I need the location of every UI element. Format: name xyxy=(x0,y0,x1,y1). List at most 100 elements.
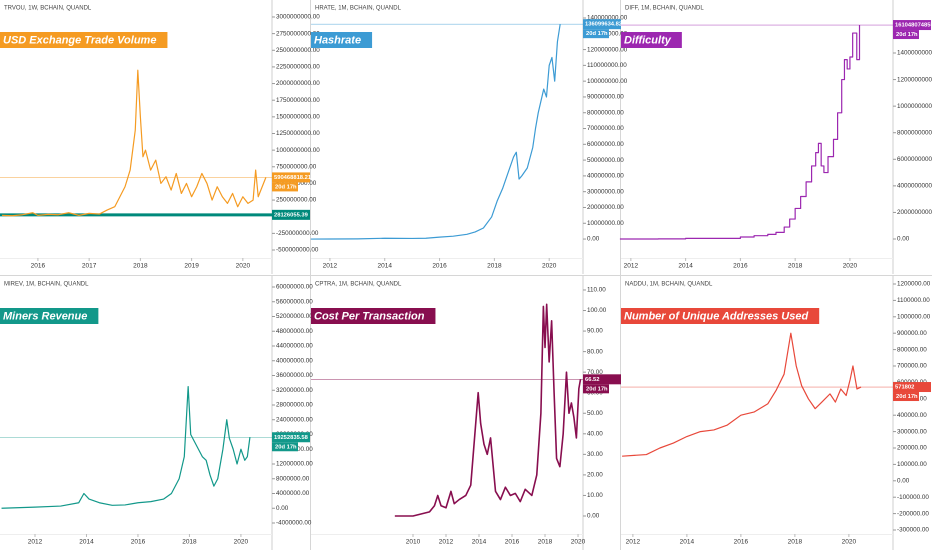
y-tick-label: -300000.00 xyxy=(897,527,929,534)
x-tick-label: 2016 xyxy=(734,539,749,546)
title-badge xyxy=(311,32,373,48)
x-tick-label: 2018 xyxy=(182,539,197,546)
y-tick-label: 400000.00 xyxy=(897,412,927,419)
y-tick-label: 60000000.00 xyxy=(276,284,313,291)
chart-panel: 110.00100.0090.0080.0070.0060.0050.0040.… xyxy=(311,276,621,550)
title-badge xyxy=(311,308,436,324)
x-tick-label: 2020 xyxy=(236,263,251,270)
y-tick-label: 70.00 xyxy=(587,369,603,376)
y-tick-label: 1000000000.00 xyxy=(276,147,320,154)
countdown-bg xyxy=(272,442,298,452)
data-line xyxy=(619,25,861,240)
y-tick-label: 40.00 xyxy=(587,430,603,437)
symbol-header: MIREV, 1M, BCHAIN, QUANDL xyxy=(4,282,89,288)
y-tick-label: 2000000000000.00 xyxy=(897,209,932,216)
x-tick-label: 2014 xyxy=(680,539,695,546)
y-tick-label: 0.00 xyxy=(897,236,910,243)
y-tick-label: 300000.00 xyxy=(897,428,927,435)
last-value-label-bg xyxy=(272,432,310,443)
x-tick-label: 2018 xyxy=(133,263,148,270)
x-tick-label: 2020 xyxy=(571,539,586,546)
x-tick-label: 2018 xyxy=(788,539,803,546)
symbol-header: HRATE, 1M, BCHAIN, QUANDL xyxy=(315,6,402,12)
x-tick-label: 2016 xyxy=(131,539,146,546)
title-badge xyxy=(621,32,682,48)
last-value-label-bg xyxy=(893,382,931,393)
y-tick-label: 8000000000000.00 xyxy=(897,129,932,136)
y-tick-label: 0.00 xyxy=(587,236,600,243)
hline-label-bg xyxy=(272,209,310,220)
countdown-label: 20d 17h xyxy=(586,386,608,392)
y-tick-label: 120000000.00 xyxy=(587,46,628,53)
x-tick-label: 2018 xyxy=(788,263,803,270)
y-tick-label: 70000000.00 xyxy=(587,125,624,132)
y-tick-label: -200000.00 xyxy=(897,510,929,517)
y-tick-label: 50000000.00 xyxy=(587,157,624,164)
countdown-bg xyxy=(893,30,919,40)
title-badge xyxy=(0,32,168,48)
y-tick-label: 12000000000000.00 xyxy=(897,76,932,83)
y-tick-label: 1000000.00 xyxy=(897,313,931,320)
y-tick-label: 32000000.00 xyxy=(276,387,313,394)
y-tick-label: 14000000000000.00 xyxy=(897,50,932,57)
y-tick-label: 56000000.00 xyxy=(276,298,313,305)
chart-panel: 14000000000000.00 12000000000000.00 100000… xyxy=(619,0,932,274)
countdown-label: 20d 17h xyxy=(896,32,918,38)
y-tick-label: 30.00 xyxy=(587,451,603,458)
y-tick-label: -4000000.00 xyxy=(276,520,312,527)
y-tick-label: 90.00 xyxy=(587,328,603,335)
y-tick-label: 8000000.00 xyxy=(276,475,310,482)
y-tick-label: 100.00 xyxy=(587,307,607,314)
countdown-bg xyxy=(583,384,609,394)
y-tick-label: 140000000.00 xyxy=(587,15,628,22)
x-tick-label: 2020 xyxy=(234,539,249,546)
y-tick-label: 80.00 xyxy=(587,348,603,355)
data-line xyxy=(2,69,267,217)
y-tick-label: 2250000000.00 xyxy=(276,64,320,71)
x-tick-label: 2016 xyxy=(432,263,447,270)
y-tick-label: 24000000.00 xyxy=(276,416,313,423)
x-tick-label: 2010 xyxy=(406,539,421,546)
symbol-header: TRVOU, 1W, BCHAIN, QUANDL xyxy=(4,6,92,12)
y-tick-label: 900000.00 xyxy=(897,330,927,337)
y-tick-label: -500000000.00 xyxy=(276,247,319,254)
y-tick-label: 100000.00 xyxy=(897,461,927,468)
last-value-label: 571802 xyxy=(895,385,914,391)
y-tick-label: 0.00 xyxy=(897,477,910,484)
y-tick-label: 12000000.00 xyxy=(276,461,313,468)
x-tick-label: 2018 xyxy=(538,539,553,546)
x-tick-label: 2019 xyxy=(184,263,199,270)
y-tick-label: 52000000.00 xyxy=(276,313,313,320)
countdown-label: 20d 17h xyxy=(586,31,608,37)
x-tick-label: 2016 xyxy=(733,263,748,270)
y-tick-label: 700000.00 xyxy=(897,363,927,370)
title-badge xyxy=(621,308,820,324)
countdown-bg xyxy=(893,392,919,402)
y-tick-label: 4000000000000.00 xyxy=(897,183,932,190)
title-text: Difficulty xyxy=(624,34,672,46)
last-value-label: 19252835.58 xyxy=(274,435,309,441)
y-tick-label: 40000000.00 xyxy=(587,173,624,180)
chart-panel: 140000000.00130000000.00120000000.001100… xyxy=(310,0,628,274)
y-tick-label: 110.00 xyxy=(587,287,606,294)
symbol-header: CPTRA, 1M, BCHAIN, QUANDL xyxy=(315,282,402,288)
x-tick-label: 2012 xyxy=(28,539,43,546)
data-line xyxy=(622,332,862,457)
data-line xyxy=(1,385,251,509)
y-tick-label: 20000000.00 xyxy=(587,204,624,211)
countdown-label: 20d 17h xyxy=(275,184,297,190)
x-tick-label: 2017 xyxy=(82,263,97,270)
last-value-label: 136099634.82 xyxy=(585,22,622,28)
title-text: USD Exchange Trade Volume xyxy=(3,34,156,46)
x-tick-label: 2020 xyxy=(842,539,857,546)
y-tick-label: 250000000.00 xyxy=(276,197,317,204)
y-tick-label: 1750000000.00 xyxy=(276,97,320,104)
last-value-label-bg xyxy=(272,172,310,183)
hline-label: 28126055.39 xyxy=(274,212,309,218)
y-tick-label: 1100000.00 xyxy=(897,297,930,304)
y-tick-label: 100000000.00 xyxy=(587,78,628,85)
y-tick-label: 800000.00 xyxy=(897,346,927,353)
y-tick-label: -100000.00 xyxy=(897,494,929,501)
y-tick-label: 48000000.00 xyxy=(276,328,313,335)
